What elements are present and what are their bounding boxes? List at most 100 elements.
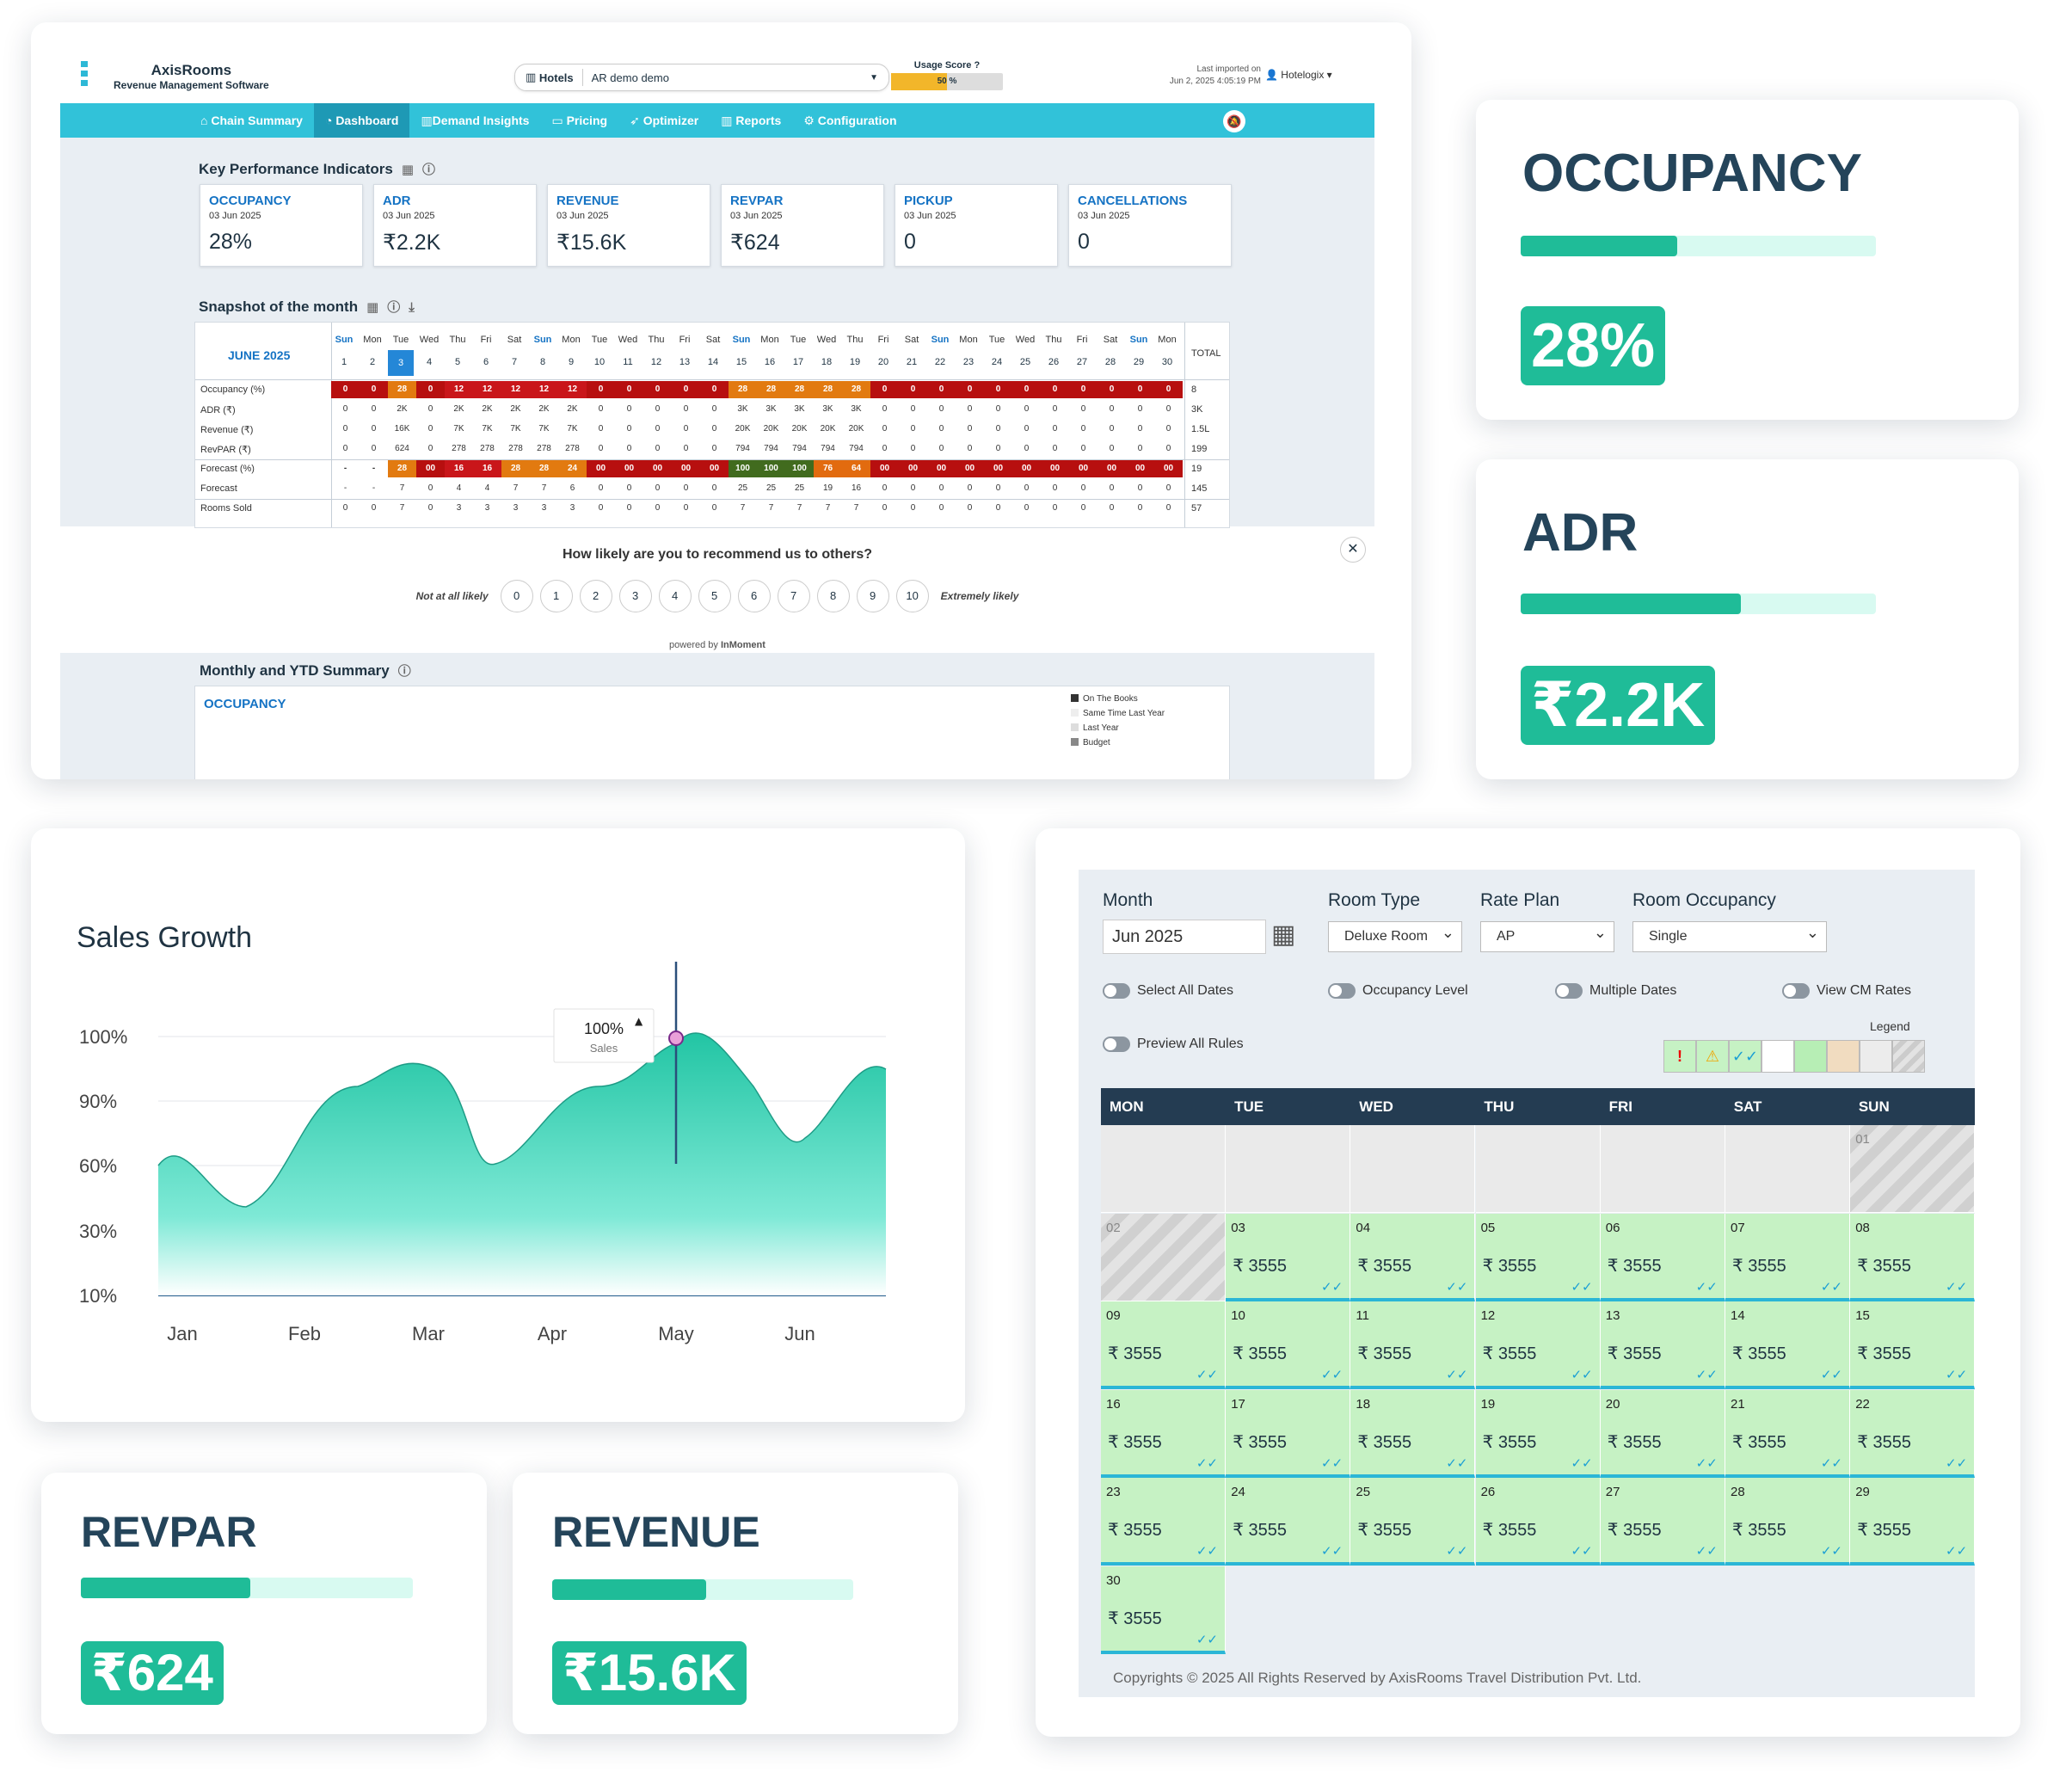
snapshot-cell[interactable]: 0: [1080, 404, 1086, 414]
snapshot-cell[interactable]: 0: [910, 503, 916, 513]
legend-item[interactable]: Last Year: [1071, 721, 1165, 735]
snapshot-cell[interactable]: 00: [927, 460, 956, 477]
snapshot-cell[interactable]: 00: [1069, 460, 1097, 477]
snapshot-cell[interactable]: 0: [1052, 404, 1058, 414]
snapshot-cell[interactable]: 0: [1109, 424, 1115, 434]
snapshot-cell[interactable]: 3: [541, 503, 547, 513]
calendar-day-cell[interactable]: 07 ₹ 3555 ✓✓: [1725, 1213, 1850, 1301]
score-option[interactable]: 2: [579, 580, 612, 612]
day-number[interactable]: 15: [735, 357, 747, 367]
snapshot-cell[interactable]: 0: [1041, 381, 1069, 398]
snapshot-cell[interactable]: 0: [371, 444, 377, 453]
snapshot-cell[interactable]: 0: [1165, 444, 1171, 453]
calendar-day-cell[interactable]: 25 ₹ 3555 ✓✓: [1350, 1478, 1476, 1566]
snapshot-cell[interactable]: 100: [757, 460, 785, 477]
day-number[interactable]: 19: [849, 357, 861, 367]
snapshot-cell[interactable]: 3: [484, 503, 490, 513]
day-number[interactable]: 20: [877, 357, 889, 367]
snapshot-cell[interactable]: 0: [626, 444, 632, 453]
snapshot-cell[interactable]: 7: [796, 503, 802, 513]
snapshot-cell[interactable]: 0: [427, 503, 433, 513]
snapshot-cell[interactable]: 0: [1137, 503, 1143, 513]
snapshot-cell[interactable]: 7K: [538, 424, 550, 434]
calendar-day-cell[interactable]: 17 ₹ 3555 ✓✓: [1226, 1389, 1351, 1478]
day-number[interactable]: 29: [1133, 357, 1145, 367]
snapshot-cell[interactable]: 20K: [791, 424, 808, 434]
snapshot-cell[interactable]: 00: [899, 460, 927, 477]
calendar-day-cell[interactable]: 15 ₹ 3555 ✓✓: [1850, 1301, 1976, 1389]
legend-item[interactable]: On The Books: [1071, 692, 1165, 706]
snapshot-cell[interactable]: 0: [938, 483, 944, 493]
score-option[interactable]: 0: [500, 580, 533, 612]
snapshot-cell[interactable]: -: [372, 464, 376, 473]
snapshot-cell[interactable]: 0: [683, 483, 689, 493]
snapshot-cell[interactable]: 0: [1080, 424, 1086, 434]
snapshot-cell[interactable]: 0: [427, 483, 433, 493]
kpi-card-adr[interactable]: ADR 03 Jun 2025 ₹2.2K: [373, 184, 537, 267]
download-icon[interactable]: ⤓: [409, 300, 415, 315]
nav-reports[interactable]: ▥ Reports: [710, 103, 792, 138]
snapshot-cell[interactable]: 0: [938, 444, 944, 453]
calendar-day-cell[interactable]: 11 ₹ 3555 ✓✓: [1350, 1301, 1476, 1389]
nav-optimizer[interactable]: ➶ Optimizer: [618, 103, 710, 138]
snapshot-cell[interactable]: 0: [700, 381, 729, 398]
snapshot-cell[interactable]: 0: [342, 503, 348, 513]
snapshot-cell[interactable]: 0: [910, 404, 916, 414]
snapshot-cell[interactable]: 20K: [735, 424, 751, 434]
calendar-day-cell[interactable]: 24 ₹ 3555 ✓✓: [1226, 1478, 1351, 1566]
snapshot-cell[interactable]: 0: [1165, 503, 1171, 513]
day-number[interactable]: 22: [934, 357, 946, 367]
snapshot-cell[interactable]: 0: [711, 444, 717, 453]
snapshot-cell[interactable]: 0: [683, 404, 689, 414]
toggle-multiple-dates[interactable]: Multiple Dates: [1555, 983, 1676, 999]
snapshot-cell[interactable]: 0: [615, 381, 643, 398]
snapshot-cell[interactable]: 0: [882, 424, 888, 434]
snapshot-cell[interactable]: 0: [938, 424, 944, 434]
calendar-day-cell[interactable]: 23 ₹ 3555 ✓✓: [1101, 1478, 1226, 1566]
snapshot-cell[interactable]: 0: [1012, 381, 1041, 398]
snapshot-cell[interactable]: 0: [899, 381, 927, 398]
snapshot-cell[interactable]: 2K: [567, 404, 578, 414]
snapshot-cell[interactable]: 0: [882, 404, 888, 414]
snapshot-cell[interactable]: 00: [870, 460, 899, 477]
snapshot-cell[interactable]: 0: [427, 444, 433, 453]
calendar-day-cell[interactable]: 04 ₹ 3555 ✓✓: [1350, 1213, 1476, 1301]
calendar-day-cell[interactable]: 19 ₹ 3555 ✓✓: [1475, 1389, 1601, 1478]
snapshot-cell[interactable]: 0: [910, 483, 916, 493]
score-option[interactable]: 4: [658, 580, 692, 612]
snapshot-cell[interactable]: 4: [456, 483, 462, 493]
snapshot-cell[interactable]: 0: [683, 444, 689, 453]
kpi-card-revpar[interactable]: REVPAR 03 Jun 2025 ₹624: [721, 184, 884, 267]
score-option[interactable]: 3: [618, 580, 652, 612]
kpi-card-cancellations[interactable]: CANCELLATIONS 03 Jun 2025 0: [1068, 184, 1232, 267]
snapshot-cell[interactable]: 7K: [482, 424, 493, 434]
day-number[interactable]: 10: [593, 357, 606, 367]
day-number[interactable]: 30: [1161, 357, 1173, 367]
snapshot-cell[interactable]: 00: [1154, 460, 1183, 477]
score-option[interactable]: 7: [777, 580, 810, 612]
snapshot-cell[interactable]: 2K: [397, 404, 408, 414]
day-number[interactable]: 3: [388, 350, 414, 376]
day-number[interactable]: 28: [1104, 357, 1116, 367]
snapshot-cell[interactable]: 0: [626, 424, 632, 434]
snapshot-cell[interactable]: 7K: [453, 424, 464, 434]
snapshot-cell[interactable]: 12: [558, 381, 587, 398]
snapshot-cell[interactable]: 278: [480, 444, 495, 453]
snapshot-cell[interactable]: 0: [910, 424, 916, 434]
snapshot-cell[interactable]: 0: [598, 424, 604, 434]
calendar-day-cell[interactable]: 22 ₹ 3555 ✓✓: [1850, 1389, 1976, 1478]
snapshot-cell[interactable]: 100: [785, 460, 814, 477]
snapshot-cell[interactable]: 0: [598, 483, 604, 493]
snapshot-cell[interactable]: 12: [501, 381, 530, 398]
snapshot-cell[interactable]: 00: [956, 460, 984, 477]
snapshot-cell[interactable]: 20K: [820, 424, 836, 434]
snapshot-cell[interactable]: 0: [360, 381, 388, 398]
day-number[interactable]: 27: [1076, 357, 1088, 367]
snapshot-cell[interactable]: 00: [416, 460, 445, 477]
snapshot-cell[interactable]: 0: [1080, 503, 1086, 513]
snapshot-cell[interactable]: 0: [1052, 444, 1058, 453]
snapshot-cell[interactable]: 7: [740, 503, 746, 513]
snapshot-cell[interactable]: 794: [735, 444, 750, 453]
calendar-day-cell[interactable]: 13 ₹ 3555 ✓✓: [1600, 1301, 1725, 1389]
snapshot-cell[interactable]: 0: [938, 404, 944, 414]
